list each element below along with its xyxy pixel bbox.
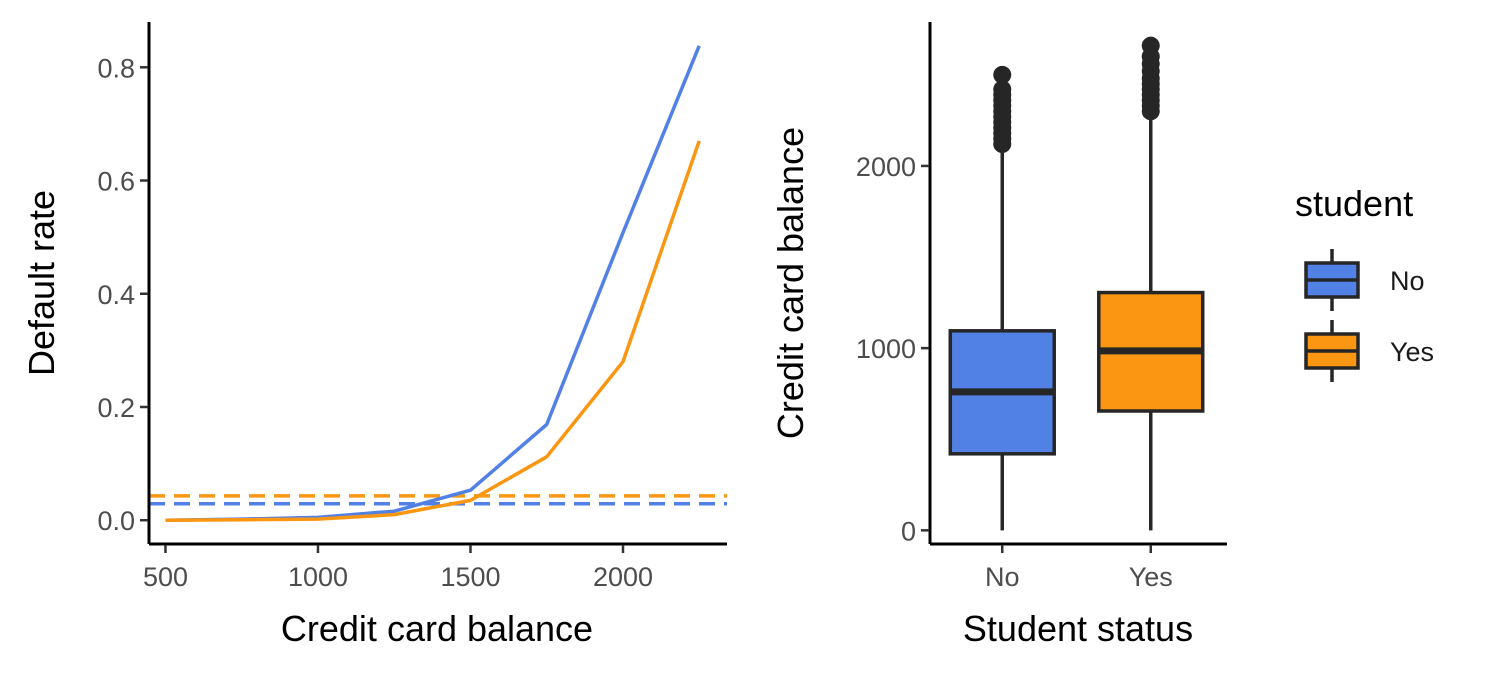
line-chart-marks [149,45,727,522]
y-tick-label: 0.2 [97,393,135,423]
outlier-point [993,80,1012,99]
outlier-point [993,65,1012,84]
boxplot-y-axis-title: Credit card balance [770,127,811,439]
series-line-no [165,45,701,522]
y-tick-label: 0.6 [97,167,135,197]
legend-label: Yes [1390,337,1434,367]
x-tick-label: 2000 [593,562,653,592]
legend: student No Yes [1295,183,1434,382]
boxplot-y-axis-ticks: 0 1000 2000 [856,152,929,546]
legend-entries: No Yes [1304,249,1434,382]
legend-label: No [1390,266,1425,296]
boxplot-y-tick-label: 2000 [856,152,916,182]
box-no [948,65,1056,531]
outlier-point [1141,36,1160,55]
box-yes [1097,36,1205,531]
boxplot-y-tick-label: 0 [901,516,916,546]
x-tick-label: 1000 [288,562,348,592]
legend-item-no: No [1304,249,1425,311]
y-tick-label: 0.8 [97,53,135,83]
y-tick-label: 0.0 [97,506,135,536]
boxplot-x-axis-ticks: No Yes [985,545,1173,592]
legend-item-yes: Yes [1304,320,1434,382]
y-axis-title: Default rate [21,190,62,376]
x-axis-title: Credit card balance [281,608,593,649]
boxplot-x-tick-label: No [985,562,1020,592]
x-axis-ticks: 500 1000 1500 2000 [143,545,653,592]
boxplot-y-tick-label: 1000 [856,334,916,364]
x-tick-label: 1500 [440,562,500,592]
boxplot-x-axis-title: Student status [963,608,1193,649]
series-line-yes [165,140,701,522]
default-rate-line-chart: 500 1000 1500 2000 0.0 0.2 0.4 0.6 0.8 Credit c… [21,22,727,649]
y-axis-ticks: 0.0 0.2 0.4 0.6 0.8 [97,53,148,536]
boxplot-marks [948,36,1205,531]
y-tick-label: 0.4 [97,280,135,310]
boxplot-x-tick-label: Yes [1129,562,1173,592]
balance-boxplot-chart: No Yes 0 1000 2000 Student status Credit ca… [770,22,1227,649]
legend-title: student [1295,183,1413,224]
x-tick-label: 500 [143,562,188,592]
